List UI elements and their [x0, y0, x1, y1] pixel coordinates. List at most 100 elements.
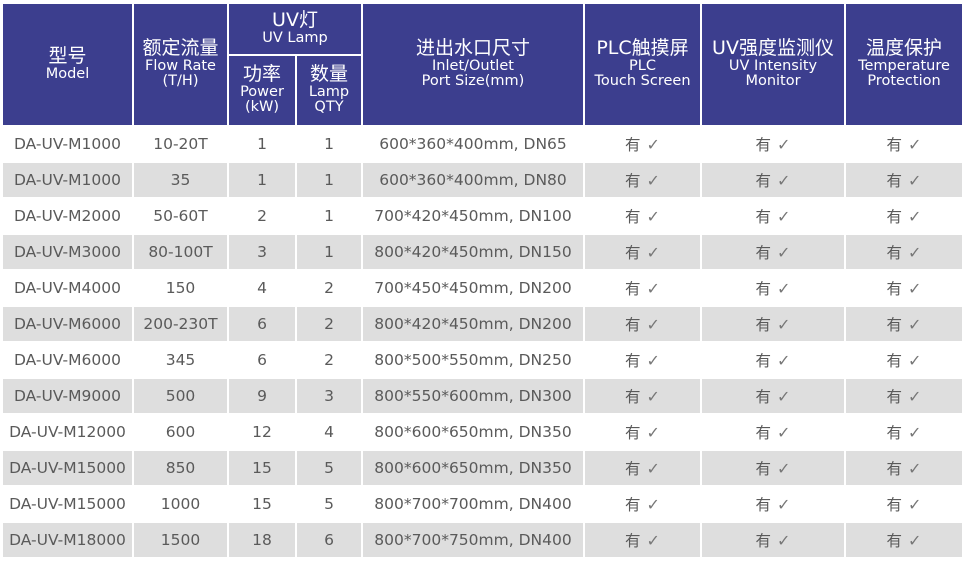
checkmark-icon: ✓ [908, 279, 922, 298]
cell-model: DA-UV-M12000 [3, 415, 132, 449]
checkmark-icon: ✓ [646, 315, 660, 334]
cell-text: 有 [886, 244, 903, 262]
checkmark-icon: ✓ [646, 135, 660, 154]
table-row: DA-UV-M4000 150 4 2 700*450*450mm, DN200 有 ✓ 有 ✓… [3, 271, 962, 305]
cell-temperature: 有 ✓ [846, 343, 962, 377]
cell-power: 18 [229, 523, 295, 557]
cell-flow-rate: 50-60T [134, 199, 227, 233]
cell-text: 800*600*650mm, DN350 [374, 459, 572, 477]
cell-model: DA-UV-M6000 [3, 307, 132, 341]
cell-text: DA-UV-M15000 [9, 495, 126, 513]
cell-text: 有 [886, 424, 903, 442]
cell-model: DA-UV-M9000 [3, 379, 132, 413]
cell-text: 有 [755, 352, 772, 370]
cell-flow-rate: 345 [134, 343, 227, 377]
cell-plc: 有 ✓ [585, 415, 700, 449]
cell-flow-rate: 150 [134, 271, 227, 305]
cell-text: 80-100T [148, 243, 213, 261]
cell-text: 150 [165, 279, 196, 297]
checkmark-icon: ✓ [646, 171, 660, 190]
cell-flow-rate: 1500 [134, 523, 227, 557]
cell-text: DA-UV-M2000 [14, 207, 121, 225]
table-row: DA-UV-M1000 35 1 1 600*360*400mm, DN80 有 ✓ 有 ✓ 有 ✓ [3, 163, 962, 197]
cell-port-size: 800*600*650mm, DN350 [363, 451, 583, 485]
cell-text: 1000 [160, 495, 201, 513]
header-uv-lamp: UV灯 UV Lamp [229, 4, 361, 54]
cell-model: DA-UV-M1000 [3, 127, 132, 161]
cell-text: 有 [886, 388, 903, 406]
cell-text: DA-UV-M18000 [9, 531, 126, 549]
cell-temperature: 有 ✓ [846, 415, 962, 449]
cell-text: 有 [625, 280, 641, 298]
cell-port-size: 800*600*650mm, DN350 [363, 415, 583, 449]
checkmark-icon: ✓ [777, 207, 791, 226]
cell-power: 6 [229, 307, 295, 341]
cell-port-size: 600*360*400mm, DN80 [363, 163, 583, 197]
cell-text: 有 [886, 136, 903, 154]
cell-flow-rate: 10-20T [134, 127, 227, 161]
cell-text: 有 [755, 424, 772, 442]
checkmark-icon: ✓ [777, 531, 791, 550]
table-row: DA-UV-M15000 1000 15 5 800*700*700mm, DN400 有… [3, 487, 962, 521]
cell-text: 5 [324, 495, 334, 513]
cell-lamp-qty: 3 [297, 379, 361, 413]
checkmark-icon: ✓ [646, 495, 660, 514]
cell-port-size: 800*500*550mm, DN250 [363, 343, 583, 377]
cell-plc: 有 ✓ [585, 163, 700, 197]
cell-uv-monitor: 有 ✓ [702, 199, 844, 233]
cell-port-size: 800*700*700mm, DN400 [363, 487, 583, 521]
cell-temperature: 有 ✓ [846, 163, 962, 197]
cell-text: 有 [755, 388, 772, 406]
table-row: DA-UV-M9000 500 9 3 800*550*600mm, DN300 有 ✓ 有 ✓… [3, 379, 962, 413]
checkmark-icon: ✓ [908, 243, 922, 262]
cell-text: 有 [886, 460, 903, 478]
checkmark-icon: ✓ [908, 171, 922, 190]
cell-lamp-qty: 1 [297, 235, 361, 269]
cell-flow-rate: 850 [134, 451, 227, 485]
cell-text: DA-UV-M15000 [9, 459, 126, 477]
cell-text: 有 [625, 172, 641, 190]
table-row: DA-UV-M6000 345 6 2 800*500*550mm, DN250 有 ✓ 有 ✓… [3, 343, 962, 377]
cell-plc: 有 ✓ [585, 379, 700, 413]
cell-temperature: 有 ✓ [846, 271, 962, 305]
cell-text: 有 [625, 316, 641, 334]
cell-text: DA-UV-M9000 [14, 387, 121, 405]
cell-text: DA-UV-M4000 [14, 279, 121, 297]
checkmark-icon: ✓ [777, 171, 791, 190]
cell-flow-rate: 1000 [134, 487, 227, 521]
cell-text: 有 [755, 496, 772, 514]
cell-text: 有 [625, 136, 641, 154]
cell-flow-rate: 500 [134, 379, 227, 413]
checkmark-icon: ✓ [646, 243, 660, 262]
cell-power: 12 [229, 415, 295, 449]
cell-text: 2 [257, 207, 267, 225]
cell-temperature: 有 ✓ [846, 379, 962, 413]
cell-temperature: 有 ✓ [846, 487, 962, 521]
cell-temperature: 有 ✓ [846, 307, 962, 341]
checkmark-icon: ✓ [777, 459, 791, 478]
checkmark-icon: ✓ [908, 531, 922, 550]
cell-text: 有 [886, 172, 903, 190]
cell-text: 700*420*450mm, DN100 [374, 207, 572, 225]
cell-model: DA-UV-M2000 [3, 199, 132, 233]
cell-uv-monitor: 有 ✓ [702, 343, 844, 377]
checkmark-icon: ✓ [646, 207, 660, 226]
cell-plc: 有 ✓ [585, 199, 700, 233]
cell-uv-monitor: 有 ✓ [702, 163, 844, 197]
cell-port-size: 800*420*450mm, DN150 [363, 235, 583, 269]
cell-power: 6 [229, 343, 295, 377]
cell-text: DA-UV-M3000 [14, 243, 121, 261]
header-power: 功率 Power (kW) [229, 56, 295, 125]
cell-text: 3 [257, 243, 267, 261]
cell-text: 1 [324, 243, 334, 261]
cell-text: 有 [755, 532, 772, 550]
cell-power: 3 [229, 235, 295, 269]
cell-text: 有 [755, 280, 772, 298]
cell-uv-monitor: 有 ✓ [702, 451, 844, 485]
cell-port-size: 800*550*600mm, DN300 [363, 379, 583, 413]
cell-text: DA-UV-M12000 [9, 423, 126, 441]
cell-text: 有 [755, 244, 772, 262]
cell-text: 800*550*600mm, DN300 [374, 387, 572, 405]
cell-plc: 有 ✓ [585, 127, 700, 161]
